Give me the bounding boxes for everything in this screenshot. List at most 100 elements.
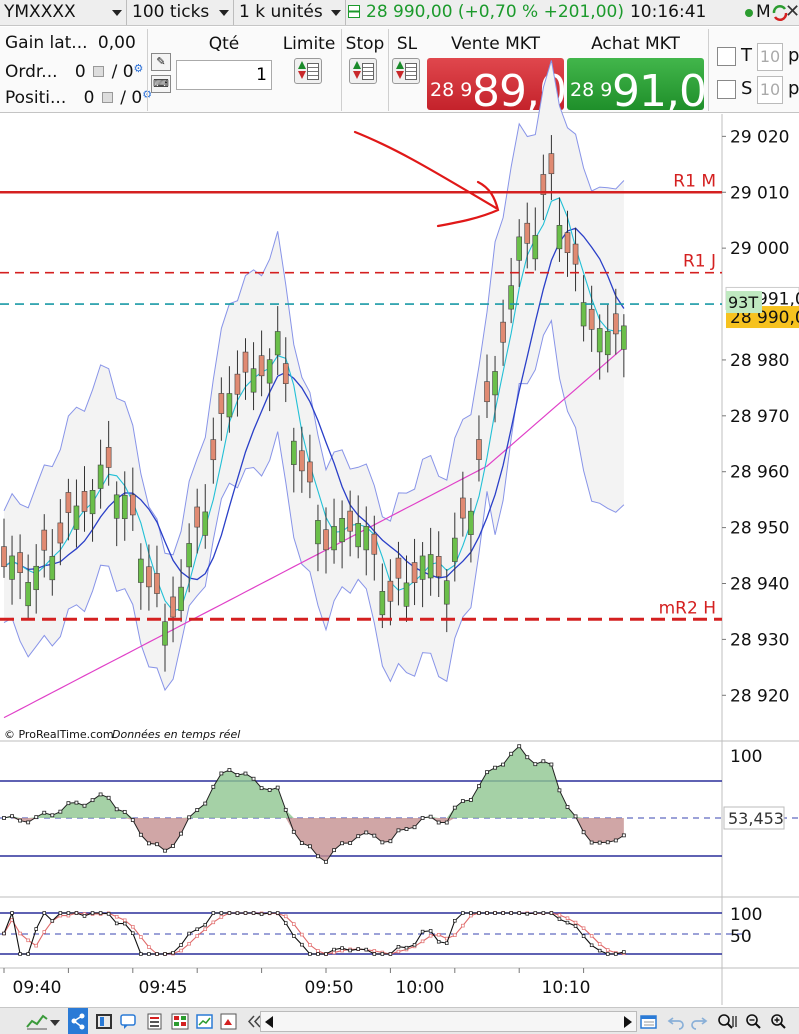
stochastic-k-point — [18, 952, 22, 956]
refresh-icon[interactable] — [770, 3, 790, 23]
oscillator-point — [452, 805, 457, 810]
redo-icon[interactable] — [690, 1013, 708, 1030]
scroll-left-double-icon[interactable] — [245, 1013, 263, 1030]
take-profit-checkbox[interactable] — [717, 47, 736, 66]
oscillator-point — [581, 830, 586, 835]
stochastic-d-point — [573, 920, 578, 925]
stat-value: 0 — [83, 88, 95, 108]
arrow-down-icon — [396, 71, 404, 79]
stochastic-k-point — [380, 952, 385, 956]
calendar-icon[interactable] — [640, 1013, 658, 1030]
oscillator-point — [388, 839, 393, 844]
wrench-icon[interactable]: ✎ — [151, 53, 171, 71]
symbol-dropdown[interactable]: YMXXXX — [0, 0, 127, 25]
close-icon[interactable]: ✕ — [785, 1, 799, 22]
candle-body — [307, 461, 313, 483]
stop-option: S 10 p — [717, 76, 799, 104]
stochastic-k-point — [485, 911, 489, 915]
stat-label: Ordr... — [5, 62, 58, 82]
stochastic-k-point — [428, 929, 433, 933]
stochastic-k-point — [34, 927, 38, 931]
oscillator-point — [146, 841, 151, 846]
sl-header: SL — [396, 34, 418, 54]
moving-average-slow — [3, 346, 625, 719]
oscillator-point — [155, 842, 159, 847]
stochastic-k-point — [461, 911, 465, 915]
candle-body — [548, 153, 555, 175]
comment-icon[interactable] — [120, 1013, 138, 1030]
candle-body — [130, 494, 136, 516]
stochastic-d-point — [453, 933, 457, 937]
positions-list-icon[interactable] — [101, 92, 113, 103]
scroll-right-icon[interactable] — [624, 1016, 632, 1028]
stochastic-k-point — [453, 919, 457, 923]
stochastic-d-point — [187, 941, 191, 946]
oscillator-point — [42, 810, 47, 815]
stochastic-k-point — [364, 947, 369, 952]
share-icon[interactable] — [68, 1008, 88, 1034]
stochastic-k-point — [106, 912, 111, 916]
time-scrollbar[interactable] — [260, 1011, 637, 1032]
zoom-fit-icon[interactable] — [716, 1013, 738, 1030]
candle-body — [266, 359, 273, 384]
limit-order-button[interactable] — [294, 58, 322, 84]
alert-icon[interactable] — [220, 1013, 238, 1030]
stochastic-d-point — [372, 949, 377, 953]
oscillator-value-label: 53,453 — [728, 809, 784, 828]
undo-icon[interactable] — [667, 1013, 685, 1030]
stochastic-d-point — [131, 924, 135, 929]
stochastic-d-point — [284, 914, 288, 919]
stochastic-k-point — [155, 952, 159, 956]
candle-body — [49, 556, 56, 581]
oscillator-point — [211, 784, 216, 789]
stochastic-k-point — [549, 911, 554, 915]
candle-body — [596, 328, 603, 353]
layout-icon[interactable] — [95, 1013, 113, 1030]
chevron-down-icon — [331, 10, 341, 16]
orders-list-icon[interactable] — [93, 66, 105, 77]
oscillator-point — [589, 840, 594, 845]
take-profit-label: T — [741, 45, 752, 66]
stop-checkbox[interactable] — [717, 80, 736, 99]
buy-market-button[interactable]: 28 9 91,00 — [567, 58, 704, 110]
chevron-down-icon[interactable] — [50, 1013, 62, 1030]
moving-average-fast — [3, 197, 624, 612]
screener-icon[interactable] — [196, 1013, 214, 1030]
stochastic-k-point — [356, 947, 360, 951]
units-dropdown[interactable]: 1 k unités — [235, 0, 346, 25]
candle-body — [274, 331, 281, 356]
stochastic-d-point — [396, 949, 401, 954]
candle-body — [146, 566, 152, 588]
oscillator-point — [340, 841, 345, 846]
oscillator-point — [34, 815, 39, 820]
report-icon[interactable] — [146, 1013, 164, 1030]
scroll-left-icon[interactable] — [265, 1016, 273, 1028]
stochastic-k-point — [348, 948, 352, 953]
stop-order-button[interactable] — [349, 58, 377, 84]
keyboard-icon[interactable]: ⌨ — [151, 75, 171, 93]
oscillator-point — [533, 762, 538, 767]
stat-sep: / 0 — [111, 62, 134, 82]
gear-icon[interactable]: ⚙ — [133, 62, 144, 75]
stat-orders[interactable]: Ordr... 0 / 0⚙ — [5, 56, 143, 82]
oscillator-point — [380, 840, 385, 845]
zoom-in-icon[interactable] — [770, 1013, 788, 1030]
oscillator-point — [468, 798, 473, 802]
stop-loss-button[interactable] — [392, 58, 420, 84]
quantity-input[interactable] — [176, 60, 272, 90]
oscillator-point — [436, 820, 441, 825]
ticks-dropdown[interactable]: 100 ticks — [128, 0, 234, 25]
stochastic-d-point — [308, 943, 312, 947]
chart-type-icon[interactable] — [26, 1013, 48, 1030]
zoom-out-icon[interactable] — [745, 1013, 763, 1030]
oscillator-point — [66, 801, 71, 806]
oscillator-positive-area — [4, 746, 624, 818]
stop-option-input[interactable]: 10 — [757, 76, 783, 104]
oscillator-point — [324, 859, 328, 864]
orderbook-icon[interactable] — [171, 1013, 189, 1030]
stop-option-label: S — [741, 78, 753, 99]
take-profit-input[interactable]: 10 — [757, 43, 783, 71]
buy-price-prefix: 28 9 — [570, 79, 613, 101]
